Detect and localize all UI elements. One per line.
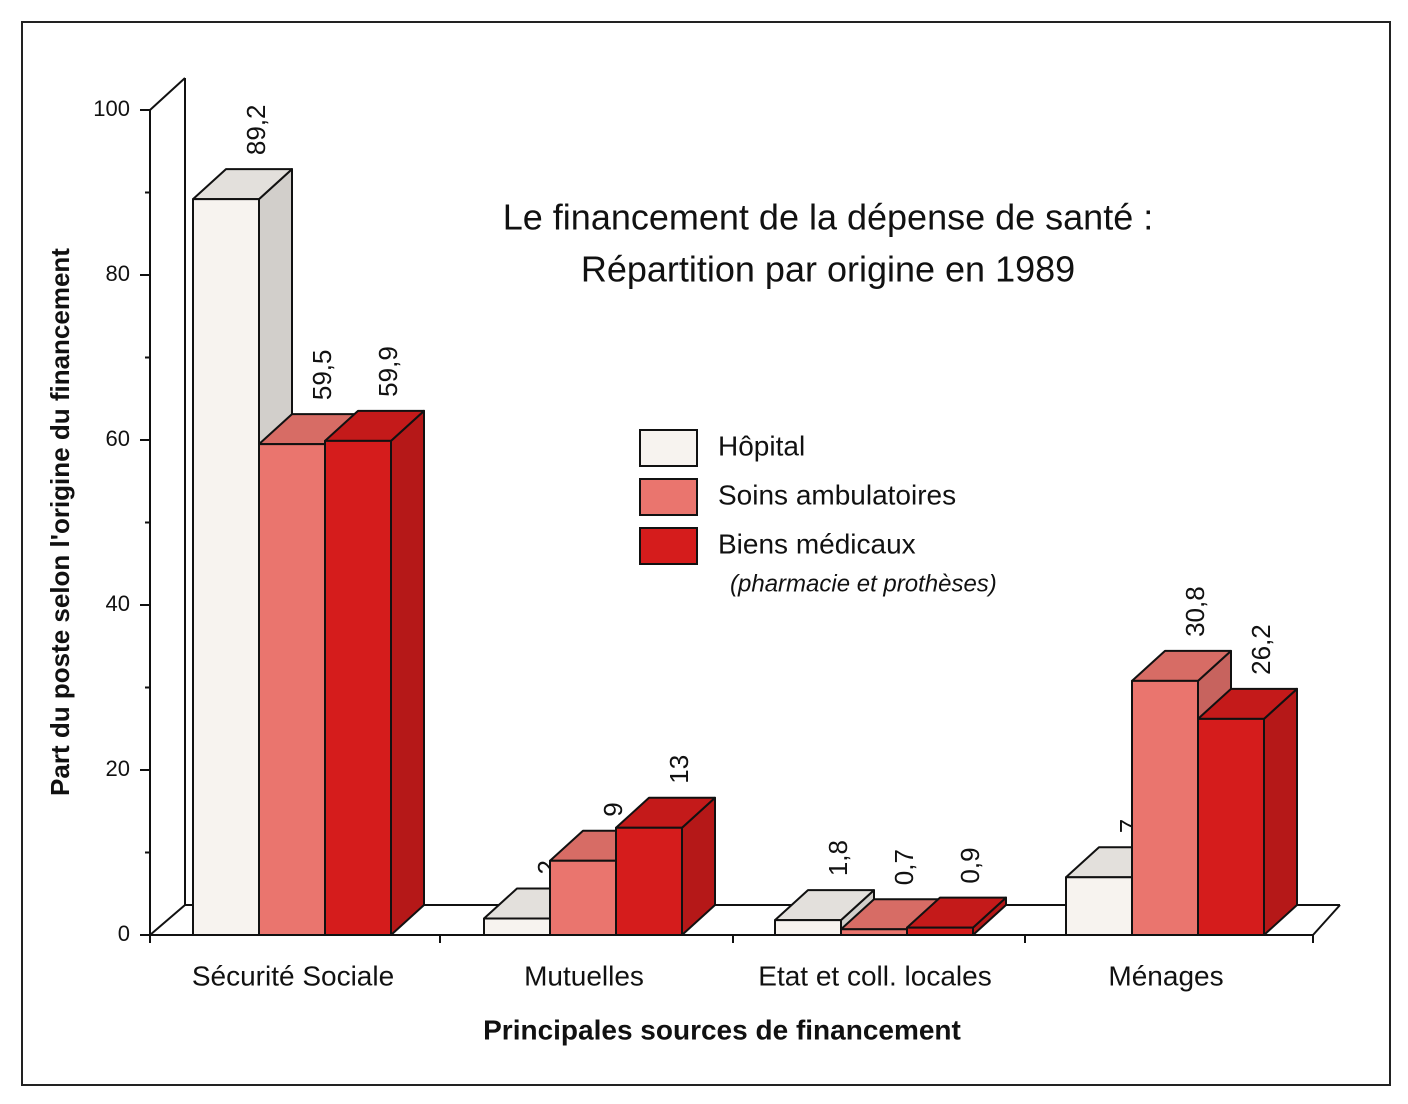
- value-label: 59,5: [307, 350, 337, 401]
- y-tick-label: 60: [106, 426, 130, 451]
- legend-swatch: [639, 429, 698, 467]
- bar: [258, 443, 326, 936]
- bar: [1131, 679, 1199, 937]
- chart-subtitle: Répartition par origine en 1989: [581, 249, 1075, 290]
- legend-label: Hôpital: [718, 430, 805, 461]
- bar: [840, 928, 908, 936]
- bar: [774, 919, 842, 937]
- y-tick-label: 20: [106, 756, 130, 781]
- y-tick-label: 40: [106, 591, 130, 616]
- x-tick-label: Etat et coll. locales: [758, 960, 991, 991]
- bar: [549, 859, 617, 936]
- legend-swatch: [639, 527, 698, 565]
- y-tick-label: 0: [118, 921, 130, 946]
- bar-side: [390, 409, 425, 936]
- chart-title: Le financement de la dépense de santé :: [503, 197, 1153, 238]
- value-label: 59,9: [373, 346, 403, 397]
- y-axis-label: Part du poste selon l'origine du finance…: [45, 248, 75, 796]
- bar: [483, 917, 551, 936]
- value-label: 89,2: [241, 104, 271, 155]
- value-label: 26,2: [1246, 624, 1276, 675]
- bar: [906, 926, 974, 937]
- value-label: 13: [664, 755, 694, 784]
- bar: [615, 826, 683, 936]
- value-label: 9: [598, 802, 628, 816]
- x-tick-label: Ménages: [1108, 960, 1223, 991]
- legend-label: Biens médicaux: [718, 528, 916, 559]
- legend-note: (pharmacie et prothèses): [730, 570, 997, 597]
- bar: [1197, 717, 1265, 936]
- bar: [1065, 876, 1133, 936]
- bar: [192, 198, 260, 937]
- value-label: 0,9: [955, 847, 985, 883]
- bar: [324, 439, 392, 936]
- legend-label: Soins ambulatoires: [718, 479, 956, 510]
- legend-swatch: [639, 478, 698, 516]
- value-label: 30,8: [1180, 586, 1210, 637]
- value-label: 0,7: [889, 849, 919, 885]
- x-tick-label: Sécurité Sociale: [192, 960, 394, 991]
- value-label: 1,8: [823, 840, 853, 876]
- y-tick-label: 80: [106, 261, 130, 286]
- bar-side: [1263, 687, 1298, 936]
- y-tick-label: 100: [93, 96, 130, 121]
- x-tick-label: Mutuelles: [524, 960, 644, 991]
- x-axis-label: Principales sources de financement: [483, 1014, 961, 1045]
